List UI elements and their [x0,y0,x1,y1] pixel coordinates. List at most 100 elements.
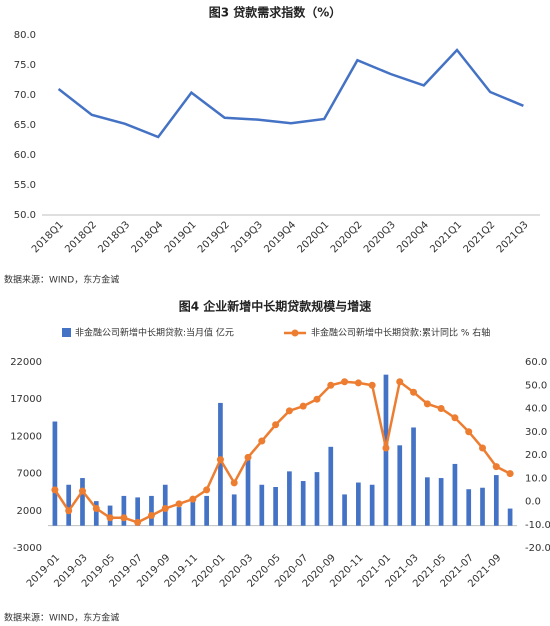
bar [231,494,237,526]
x-tick-label: 2018Q3 [96,219,132,255]
line-marker [285,407,293,415]
bar [466,489,472,526]
line-marker [299,402,307,410]
x-tick-label: 2021Q1 [428,219,464,255]
bar [424,477,430,526]
y2-tick-label: 40.0 [525,404,547,415]
bar [93,501,99,526]
bar [356,482,361,526]
line-marker [423,400,431,408]
y-tick-label: 65.0 [14,120,36,131]
line-marker [465,428,473,436]
line-marker [327,381,335,389]
bar [259,484,265,526]
line-marker [134,518,142,526]
bar [507,508,513,526]
x-tick-label: 2019Q2 [196,219,232,255]
data-line [57,48,524,139]
source-note: 数据来源：WIND，东方金诚 [4,612,119,624]
x-tick-label: 2020Q2 [329,219,365,255]
line-marker [189,495,197,503]
line-marker [451,414,459,422]
y-tick-label: 12000 [10,431,42,442]
x-tick-label: 2019Q3 [229,219,265,255]
bar [438,478,444,526]
x-tick-label: 2021Q2 [462,219,498,255]
line-marker [203,486,211,494]
line-marker [147,511,155,519]
bar [204,495,209,526]
y-tick-label: 17000 [10,394,42,405]
bar [245,458,251,526]
bar [314,472,320,526]
line-marker [216,456,224,464]
legend-swatch [62,328,71,337]
y-tick-label: 70.0 [14,90,36,101]
line-marker [175,500,183,508]
line-marker [51,486,59,494]
line-marker [92,504,100,512]
bar [411,427,416,526]
y2-tick-label: -10.0 [525,520,550,531]
bar [452,463,458,526]
y-tick-label: 2000 [17,506,42,517]
line-marker [161,504,169,512]
y2-tick-label: 50.0 [525,380,547,391]
x-tick-label: 2018Q4 [130,219,166,255]
x-tick-label: 2021Q3 [495,219,531,255]
bar [273,486,278,526]
x-tick-label: 2018Q1 [30,219,66,255]
bar [342,494,347,526]
bar [190,498,196,526]
bar [52,421,58,526]
line-marker [396,378,404,386]
bar [328,446,334,526]
bar [149,495,154,526]
line-marker [382,444,390,452]
x-tick-label: 2020Q1 [296,219,332,255]
x-tick-label: 2020Q3 [362,219,398,255]
legend-label: 非金融公司新增中长期贷款:当月值 亿元 [75,327,234,339]
bar [493,475,499,526]
line-marker [258,437,266,445]
chart-title: 图3 贷款需求指数（%） [209,5,342,20]
line-marker [230,479,238,487]
y-tick-label: 75.0 [14,60,36,71]
y-tick-label: 80.0 [14,30,36,41]
bar [397,445,403,526]
y-tick-label: 22000 [10,357,42,368]
line-marker [78,487,86,495]
bar [218,402,223,526]
line-marker [120,514,128,522]
data-line [53,379,511,524]
bar [480,487,485,526]
x-tick-label: 2020Q4 [395,219,431,255]
x-tick-label: 2018Q2 [63,219,99,255]
line-marker [479,444,487,452]
bar [369,484,375,526]
source-note: 数据来源：WIND，东方金诚 [4,274,119,286]
y2-tick-label: 20.0 [525,450,547,461]
bar [66,484,72,526]
y-tick-label: 7000 [17,469,42,480]
line-marker [437,405,445,412]
y2-tick-label: 0.0 [525,497,541,508]
bar [80,478,85,526]
legend-swatch [291,329,299,337]
x-tick-label: 2019Q1 [163,219,199,255]
bar [300,481,306,526]
line-marker [313,395,321,403]
line-marker [106,514,114,522]
line-marker [354,379,362,387]
y2-tick-label: 30.0 [525,427,547,438]
chart-title: 图4 企业新增中长期贷款规模与增速 [179,299,372,314]
y-tick-label: -3000 [13,543,42,554]
bar [135,497,141,526]
legend-label: 非金融公司新增中长期贷款:累计同比 % 右轴 [311,327,490,339]
bar [121,495,127,526]
line-marker [65,507,73,515]
y-tick-label: 60.0 [14,150,36,161]
line-marker [244,453,252,461]
line-marker [368,381,376,389]
